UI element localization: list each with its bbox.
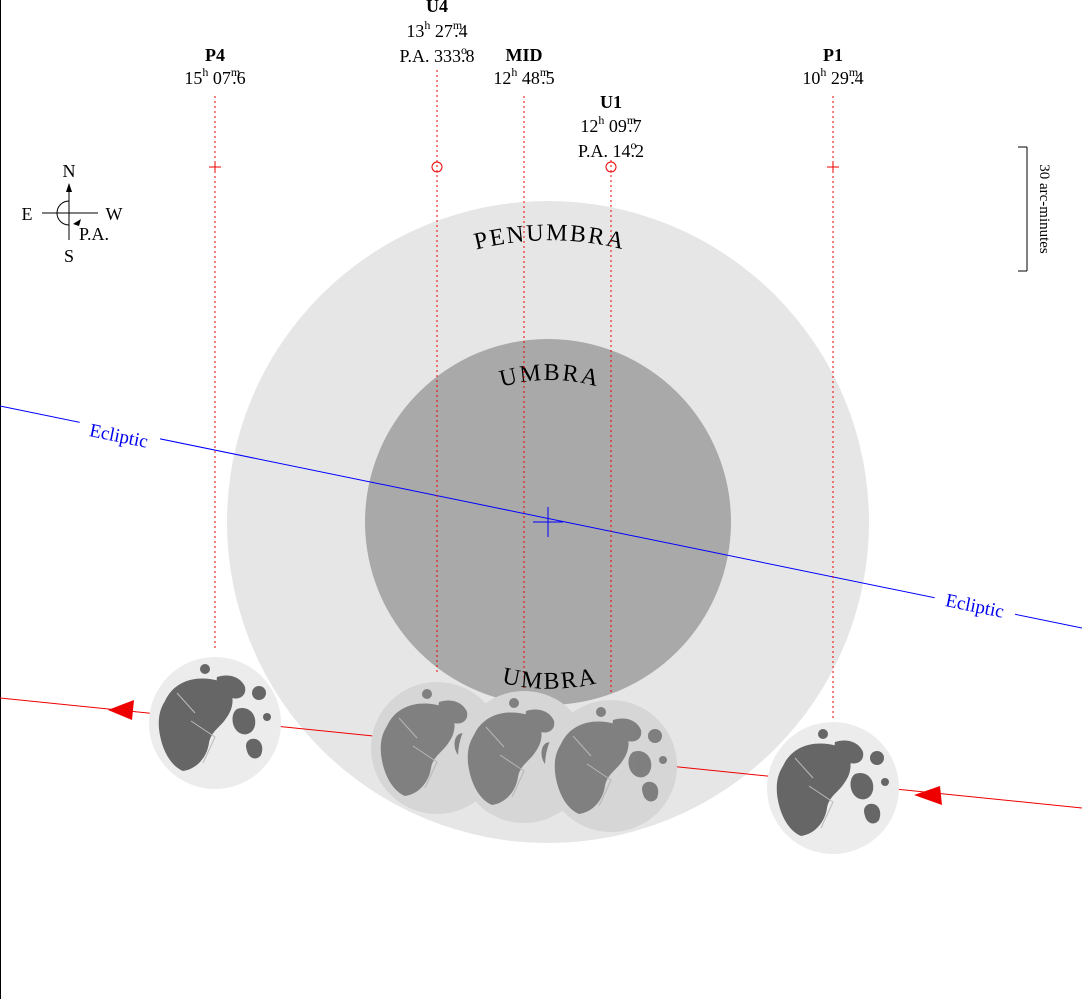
p4-time: 15h 07m.6 (184, 65, 245, 88)
scale-bar-label: 30 arc-minutes (1036, 164, 1052, 254)
ecliptic-label-left: Ecliptic (88, 420, 150, 452)
ecliptic-label-bg-right (932, 585, 1018, 625)
compass-pa-arc (56, 200, 70, 226)
label-p1: P1 10h 29m.4 (802, 45, 863, 88)
compass-pa-arrow (73, 219, 81, 226)
moon-mid-shade (458, 691, 590, 823)
u4-marker (431, 161, 443, 173)
u1-time: 12h 09m.7 (580, 113, 641, 136)
moon-u1-shade (545, 700, 677, 832)
u4-time: 13h 27m.4 (406, 18, 467, 41)
compass-north: N (63, 161, 76, 181)
u1-marker (605, 161, 617, 173)
compass-pa-label: P.A. (79, 224, 109, 244)
ecliptic-line (0, 405, 1082, 629)
u4-name: U4 (426, 0, 448, 16)
contact-markers (209, 161, 839, 173)
p1-name: P1 (823, 45, 843, 65)
label-u4: U4 13h 27m.4 P.A. 333o.8 (399, 0, 474, 66)
scale-bar: 30 arc-minutes (1018, 146, 1052, 272)
label-u1: U1 12h 09m.7 P.A. 14o.2 (578, 92, 644, 161)
contact-guides (214, 70, 834, 720)
compass-north-arrow (66, 183, 72, 192)
moon-p1 (766, 721, 900, 855)
u4-position-angle: P.A. 333o.8 (399, 43, 474, 66)
ecliptic-label-right: Ecliptic (944, 590, 1006, 622)
compass-east: E (22, 204, 33, 224)
p4-name: P4 (205, 45, 225, 65)
label-p4: P4 15h 07m.6 (184, 45, 245, 88)
u1-position-angle: P.A. 14o.2 (578, 138, 644, 161)
compass-rose: N S E W P.A. (22, 161, 123, 266)
mid-name: MID (506, 45, 543, 65)
mid-time: 12h 48m.5 (493, 65, 554, 88)
umbral-shading (371, 682, 677, 832)
compass-west: W (106, 204, 123, 224)
ecliptic-label-bg-left (76, 415, 162, 455)
label-mid: MID 12h 48m.5 (493, 45, 554, 88)
path-arrow-right (914, 786, 942, 805)
moon-p4 (148, 656, 282, 790)
p1-time: 10h 29m.4 (802, 65, 863, 88)
u1-name: U1 (600, 92, 622, 112)
compass-south: S (64, 246, 74, 266)
path-arrow-left (108, 700, 134, 720)
moon-u4-shade (371, 682, 503, 814)
